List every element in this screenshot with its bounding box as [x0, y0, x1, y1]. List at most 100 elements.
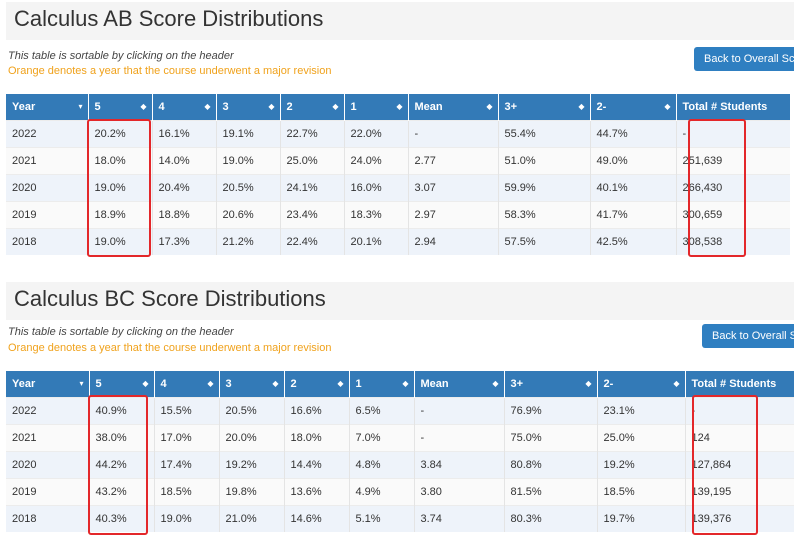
bc-column-header-year[interactable]: Year ▾ — [6, 371, 89, 397]
ab-table-row: 2019 18.9% 18.8% 20.6% 23.4% 18.3% 2.97 58.3% 41… — [6, 200, 790, 228]
table-cell-2: 16.6% — [283, 396, 349, 424]
bc-column-header-2[interactable]: 2 ◆ — [283, 371, 349, 397]
table-cell-2: 22.4% — [279, 227, 344, 255]
column-header-label: 4 — [160, 377, 167, 390]
table-cell-1: 4.8% — [348, 450, 414, 478]
table-cell-2minus: 25.0% — [596, 423, 685, 451]
table-cell-mean: 3.84 — [413, 450, 504, 478]
column-header-label: Year — [12, 377, 36, 390]
bc-title: Calculus BC Score Distributions — [14, 286, 326, 311]
bc-column-header-total-students[interactable]: Total # Students — [684, 371, 794, 397]
bc-column-header-3[interactable]: 3 ◆ — [218, 371, 284, 397]
table-cell-2minus: 19.2% — [596, 450, 685, 478]
table-cell-year: 2018 — [6, 227, 88, 255]
ab-column-header-1[interactable]: 1 ◆ — [343, 94, 408, 120]
bc-column-header-5[interactable]: 5 ◆ — [88, 371, 154, 397]
ab-orange-note: Orange denotes a year that the course un… — [8, 65, 332, 77]
bc-table-row: 2022 40.9% 15.5% 20.5% 16.6% 6.5% -76.9% 23.1% - — [6, 396, 794, 424]
table-cell-3: 21.0% — [218, 504, 284, 532]
table-cell-4: 17.3% — [151, 227, 216, 255]
table-cell-total-students: - — [684, 396, 794, 424]
table-cell-mean: - — [413, 396, 504, 424]
ab-column-header-mean[interactable]: Mean ◆ — [407, 94, 498, 120]
sort-arrow-icon: ◆ — [486, 102, 493, 111]
ab-column-header-3[interactable]: 3 ◆ — [215, 94, 280, 120]
bc-column-header-1[interactable]: 1 ◆ — [348, 371, 414, 397]
table-cell-2minus: 42.5% — [589, 227, 676, 255]
table-cell-2minus: 44.7% — [589, 119, 676, 147]
table-cell-total-students: 139,195 — [684, 477, 794, 505]
table-cell-3plus: 80.3% — [503, 504, 597, 532]
table-cell-mean: 2.94 — [407, 227, 498, 255]
ab-column-header-year[interactable]: Year ▾ — [6, 94, 88, 120]
table-cell-3: 19.1% — [215, 119, 280, 147]
ab-score-table: Year ▾ 5 ◆ 4 ◆ 3 ◆ 2 ◆ 1 ◆ Mean ◆ 3+ ◆ 2- ◆ Total # Studen… — [6, 94, 790, 255]
table-cell-3: 19.8% — [218, 477, 284, 505]
sort-arrow-icon: ◆ — [272, 379, 279, 388]
ab-header-row: Year ▾ 5 ◆ 4 ◆ 3 ◆ 2 ◆ 1 ◆ Mean ◆ 3+ ◆ 2- ◆ Total # Studen… — [6, 94, 790, 120]
table-cell-mean: 2.77 — [407, 146, 498, 174]
ab-title: Calculus AB Score Distributions — [14, 6, 324, 31]
bc-column-header-4[interactable]: 4 ◆ — [153, 371, 219, 397]
table-cell-mean: 3.74 — [413, 504, 504, 532]
table-cell-year: 2020 — [6, 450, 89, 478]
ab-column-header-2[interactable]: 2 ◆ — [279, 94, 344, 120]
ab-column-header-5[interactable]: 5 ◆ — [87, 94, 152, 120]
table-cell-year: 2021 — [6, 146, 88, 174]
ab-table-row: 2018 19.0% 17.3% 21.2% 22.4% 20.1% 2.94 57.5% 42… — [6, 227, 790, 255]
table-cell-3plus: 59.9% — [497, 173, 590, 201]
ab-table-row: 2021 18.0% 14.0% 19.0% 25.0% 24.0% 2.77 51.0% 49… — [6, 146, 790, 174]
table-cell-1: 7.0% — [348, 423, 414, 451]
ab-back-to-overall-scores-button[interactable]: Back to Overall Scores — [694, 47, 794, 71]
table-cell-2minus: 49.0% — [589, 146, 676, 174]
ab-column-header-2minus[interactable]: 2- ◆ — [589, 94, 676, 120]
bc-column-header-3plus[interactable]: 3+ ◆ — [503, 371, 597, 397]
table-cell-mean: 3.07 — [407, 173, 498, 201]
table-cell-total-students: 127,864 — [684, 450, 794, 478]
table-cell-2: 23.4% — [279, 200, 344, 228]
bc-column-header-mean[interactable]: Mean ◆ — [413, 371, 504, 397]
column-header-label: 3+ — [504, 100, 518, 113]
column-header-label: 2 — [290, 377, 297, 390]
table-cell-5: 38.0% — [88, 423, 154, 451]
table-cell-3plus: 55.4% — [497, 119, 590, 147]
sort-arrow-icon: ◆ — [585, 379, 592, 388]
column-header-label: Year — [12, 100, 36, 113]
table-cell-2: 22.7% — [279, 119, 344, 147]
table-cell-mean: 3.80 — [413, 477, 504, 505]
table-cell-5: 40.9% — [88, 396, 154, 424]
table-cell-5: 44.2% — [88, 450, 154, 478]
table-cell-4: 18.5% — [153, 477, 219, 505]
table-cell-mean: - — [413, 423, 504, 451]
table-cell-year: 2021 — [6, 423, 89, 451]
sort-arrow-icon: ◆ — [140, 102, 147, 111]
column-header-label: 3+ — [510, 377, 524, 390]
table-cell-3: 19.0% — [215, 146, 280, 174]
table-cell-2minus: 41.7% — [589, 200, 676, 228]
table-cell-4: 17.0% — [153, 423, 219, 451]
sort-arrow-icon: ◆ — [396, 102, 403, 111]
table-cell-total-students: 300,659 — [675, 200, 790, 228]
column-header-label: 3 — [225, 377, 232, 390]
column-header-label: 5 — [94, 100, 101, 113]
ab-column-header-3plus[interactable]: 3+ ◆ — [497, 94, 590, 120]
bc-column-header-2minus[interactable]: 2- ◆ — [596, 371, 685, 397]
table-cell-3plus: 76.9% — [503, 396, 597, 424]
table-cell-2minus: 40.1% — [589, 173, 676, 201]
bc-table-row: 2018 40.3% 19.0% 21.0% 14.6% 5.1% 3.74 80.3% 19.… — [6, 504, 794, 532]
table-cell-mean: - — [407, 119, 498, 147]
table-cell-mean: 2.97 — [407, 200, 498, 228]
bc-back-to-overall-scores-button[interactable]: Back to Overall Scores — [702, 324, 794, 348]
column-header-label: 1 — [355, 377, 362, 390]
table-cell-2: 18.0% — [283, 423, 349, 451]
sort-arrow-icon: ▾ — [78, 102, 83, 111]
table-cell-year: 2019 — [6, 200, 88, 228]
table-cell-2minus: 18.5% — [596, 477, 685, 505]
bc-table-row: 2020 44.2% 17.4% 19.2% 14.4% 4.8% 3.84 80.8% 19.… — [6, 450, 794, 478]
table-cell-2: 14.6% — [283, 504, 349, 532]
ab-column-header-total-students[interactable]: Total # Students — [675, 94, 790, 120]
ab-table-row: 2020 19.0% 20.4% 20.5% 24.1% 16.0% 3.07 59.9% 40… — [6, 173, 790, 201]
table-cell-3plus: 75.0% — [503, 423, 597, 451]
table-cell-5: 43.2% — [88, 477, 154, 505]
ab-column-header-4[interactable]: 4 ◆ — [151, 94, 216, 120]
